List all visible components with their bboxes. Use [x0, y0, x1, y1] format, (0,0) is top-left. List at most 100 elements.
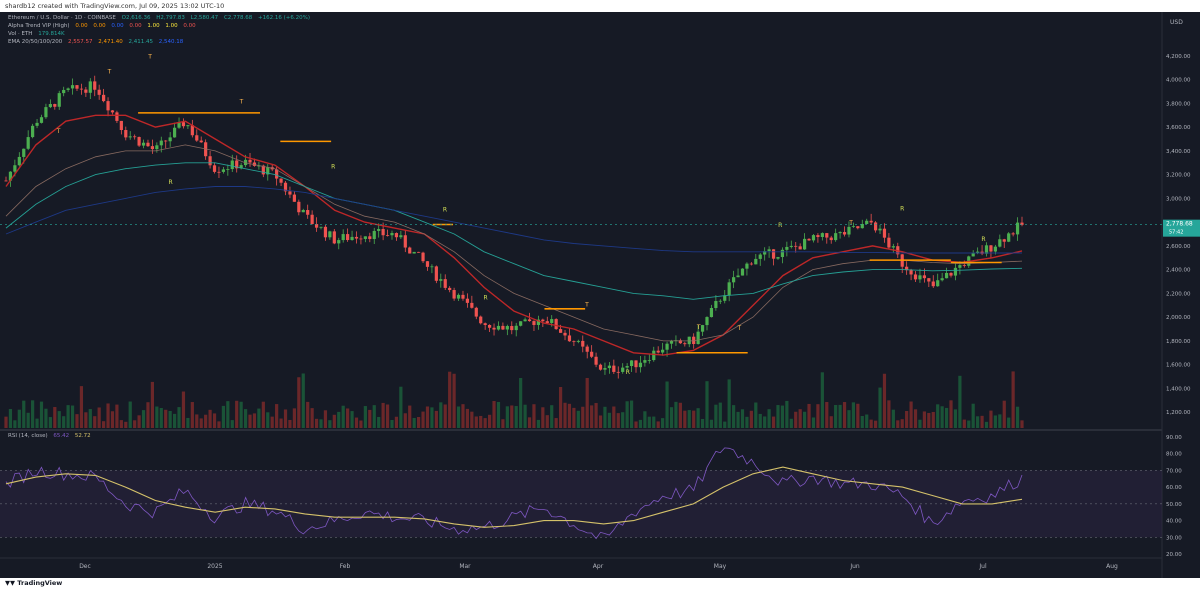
candle-body: [190, 125, 194, 136]
ema-legend[interactable]: EMA 20/50/100/200 2,557.57 2,471.40 2,41…: [8, 39, 187, 45]
rsi-legend[interactable]: RSI (14, close) 65.42 52.72: [8, 433, 95, 439]
volume-bar: [275, 404, 279, 428]
symbol-legend[interactable]: Ethereum / U.S. Dollar · 1D · COINBASE O…: [8, 15, 314, 21]
volume-bar: [190, 402, 194, 428]
rsi-tick-label: 80.00: [1166, 452, 1182, 458]
volume-bar: [931, 411, 935, 428]
volume-bar: [177, 407, 181, 428]
candle-body: [314, 224, 319, 228]
volume-bar: [4, 416, 8, 428]
candle-body: [248, 159, 252, 163]
candle-body: [430, 266, 434, 268]
volume-bar: [1002, 400, 1006, 428]
volume-bar: [13, 420, 17, 428]
rsi-tick-label: 50.00: [1166, 502, 1182, 508]
candle-body: [558, 329, 563, 333]
candle-body: [856, 226, 860, 229]
candle-body: [492, 327, 496, 330]
volume-bar: [727, 379, 731, 428]
volume-bar: [474, 416, 478, 428]
signal-mark: T: [584, 301, 589, 308]
candle-body: [221, 169, 225, 172]
candle-body: [732, 277, 736, 283]
candle-body: [399, 235, 403, 238]
candle-body: [448, 287, 452, 291]
alpha-val: 1.00: [147, 23, 160, 29]
chart-area[interactable]: T T T R T R R R T R T T R T R R 90.00 80.00 70.00 60.00 50.…: [0, 12, 1200, 578]
volume-bar: [359, 420, 363, 428]
candle-body: [1015, 222, 1020, 235]
volume-bar: [842, 402, 847, 428]
volume-bar: [869, 419, 873, 428]
candle-body: [350, 236, 354, 241]
volume-bar: [771, 416, 776, 428]
candle-body: [927, 278, 931, 282]
volume-bar: [79, 386, 84, 428]
price-tick-label: 3,000.00: [1166, 196, 1191, 202]
volume-bar: [834, 404, 838, 428]
time-axis[interactable]: Dec 2025 Feb Mar Apr May Jun Jul Aug: [79, 563, 1118, 570]
volume-bar: [141, 410, 146, 428]
candle-body: [341, 234, 345, 241]
candle-body: [811, 235, 816, 241]
price-tick-label: 2,000.00: [1166, 315, 1191, 321]
volume-bar: [1007, 417, 1011, 428]
candle-body: [621, 367, 625, 372]
price-tick-label: 3,800.00: [1166, 101, 1191, 107]
volume-bar: [616, 413, 620, 428]
candle-body: [1007, 233, 1011, 242]
volume-bar: [634, 421, 638, 428]
candle-body: [354, 236, 359, 239]
volume-bar: [483, 418, 487, 428]
candle-body: [829, 237, 833, 241]
volume-bar: [789, 418, 793, 428]
volume-bar: [403, 413, 407, 428]
candle-body: [319, 226, 323, 228]
volume-bar: [128, 401, 132, 428]
candle-body: [79, 88, 84, 90]
volume-bar: [150, 381, 155, 428]
volume-bar: [266, 412, 270, 428]
volume-bar: [248, 414, 252, 428]
volume-legend[interactable]: Vol · ETH 179.814K: [8, 31, 69, 37]
candle-body: [523, 319, 527, 322]
alpha-trend-legend[interactable]: Alpha Trend VIP (High) 0.00 0.00 0.00 0.…: [8, 23, 200, 29]
volume-bar: [661, 418, 665, 428]
volume-bar: [683, 410, 687, 428]
candle-body: [767, 249, 771, 252]
volume-bar: [971, 403, 975, 428]
volume-bar: [164, 409, 168, 428]
candle-body: [172, 127, 177, 138]
candle-body: [310, 214, 314, 225]
volume-bar: [204, 414, 208, 428]
volume-bar: [297, 377, 301, 428]
candle-body: [834, 233, 838, 241]
candle-body: [150, 146, 155, 150]
volume-bar: [106, 403, 110, 428]
signal-marks: T T T R T R R R T R T T R T R R: [56, 53, 986, 376]
chart-svg[interactable]: T T T R T R R R T R T T R T R R 90.00 80.00 70.00 60.00 50.…: [0, 12, 1200, 578]
volume-bar: [514, 406, 518, 428]
candle-body: [647, 360, 651, 361]
volume-bar: [62, 416, 66, 428]
candle-body: [962, 265, 966, 266]
candle-body: [798, 246, 802, 250]
candle-body: [119, 120, 123, 131]
volume-bar: [949, 400, 953, 428]
volume-bar: [510, 405, 514, 428]
volume-bar: [532, 404, 536, 428]
candle-body: [110, 110, 115, 113]
price-tick-label: 3,600.00: [1166, 125, 1191, 131]
volume-bar: [137, 415, 141, 428]
volume-bar: [323, 410, 328, 428]
volume-bar: [905, 411, 909, 428]
volume-bar: [301, 373, 305, 428]
candle-body: [838, 232, 842, 234]
volume-bar: [838, 404, 842, 428]
price-tick-label: 3,200.00: [1166, 173, 1191, 179]
volume-bar: [133, 420, 137, 428]
alpha-val: 0.00: [183, 23, 196, 29]
candle-body: [913, 274, 918, 280]
candle-body: [195, 135, 199, 141]
